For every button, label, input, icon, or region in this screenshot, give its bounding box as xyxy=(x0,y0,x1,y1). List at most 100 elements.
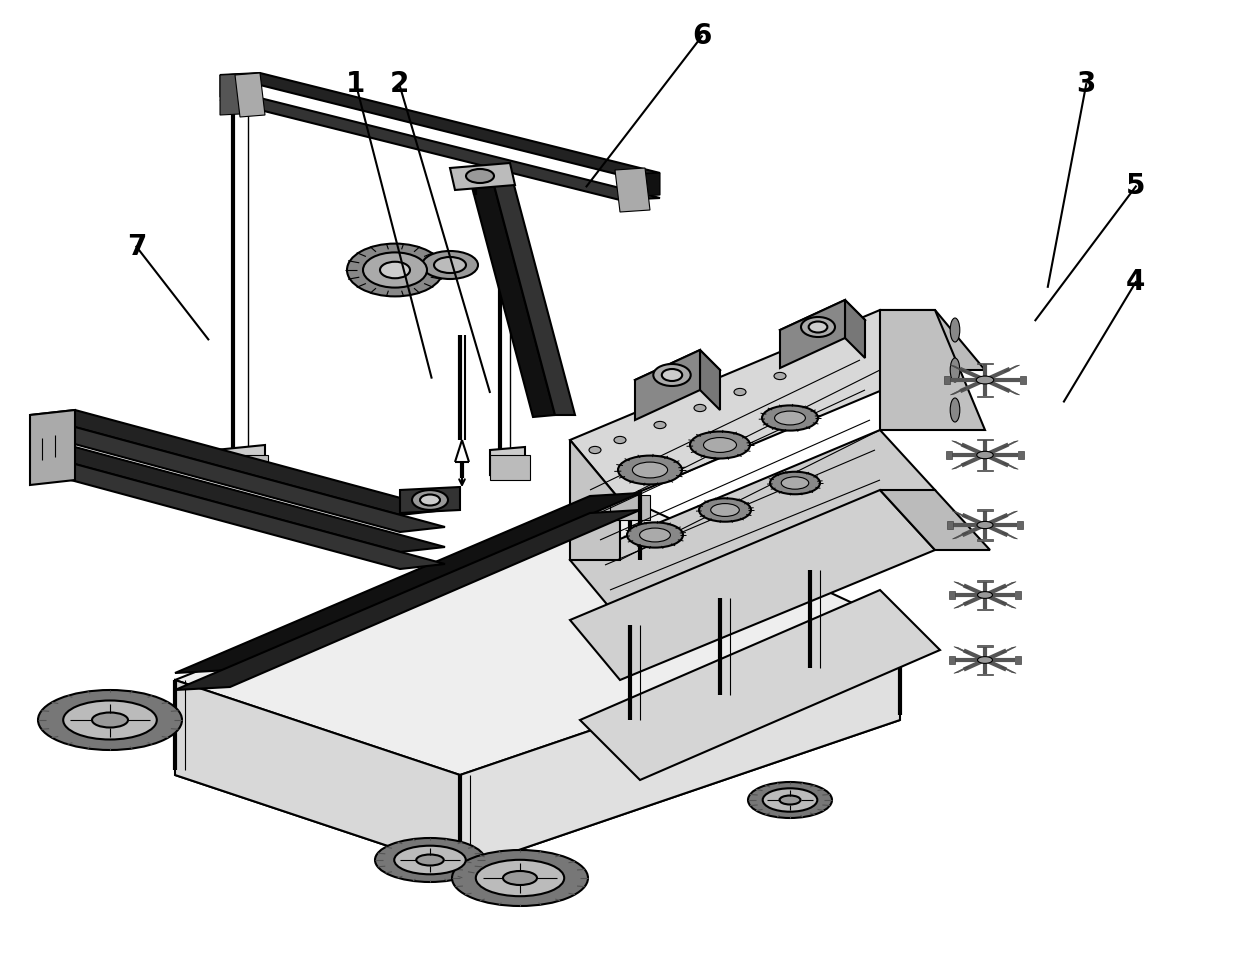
Polygon shape xyxy=(1004,365,1019,372)
Ellipse shape xyxy=(775,411,806,424)
Polygon shape xyxy=(236,73,265,117)
Ellipse shape xyxy=(763,789,817,812)
Ellipse shape xyxy=(976,376,993,384)
Ellipse shape xyxy=(434,257,466,273)
Polygon shape xyxy=(580,590,940,780)
Polygon shape xyxy=(1016,591,1021,599)
Polygon shape xyxy=(977,510,993,511)
Ellipse shape xyxy=(770,471,820,494)
Text: 2: 2 xyxy=(389,70,409,98)
Polygon shape xyxy=(215,445,265,475)
Ellipse shape xyxy=(92,712,128,728)
Polygon shape xyxy=(780,300,844,368)
Polygon shape xyxy=(175,590,900,870)
Ellipse shape xyxy=(977,451,993,459)
Polygon shape xyxy=(219,73,660,175)
Ellipse shape xyxy=(711,504,739,516)
Polygon shape xyxy=(952,441,967,447)
Polygon shape xyxy=(952,532,968,539)
Polygon shape xyxy=(1021,376,1025,384)
Ellipse shape xyxy=(453,850,588,906)
Polygon shape xyxy=(570,310,930,500)
Ellipse shape xyxy=(699,498,751,522)
Ellipse shape xyxy=(417,855,444,865)
Polygon shape xyxy=(490,447,525,475)
Polygon shape xyxy=(1004,388,1019,395)
Ellipse shape xyxy=(780,795,801,805)
Ellipse shape xyxy=(694,404,706,412)
Polygon shape xyxy=(977,609,993,610)
Ellipse shape xyxy=(950,318,960,342)
Text: 6: 6 xyxy=(692,22,712,51)
Polygon shape xyxy=(780,300,866,350)
Polygon shape xyxy=(954,601,970,608)
Polygon shape xyxy=(880,310,985,430)
Polygon shape xyxy=(30,427,445,532)
Ellipse shape xyxy=(394,846,466,875)
Ellipse shape xyxy=(614,436,626,444)
Polygon shape xyxy=(977,363,993,364)
Text: 4: 4 xyxy=(1126,268,1146,296)
Polygon shape xyxy=(1001,601,1016,608)
Polygon shape xyxy=(219,73,260,97)
Polygon shape xyxy=(570,430,935,620)
Polygon shape xyxy=(1016,656,1021,664)
Polygon shape xyxy=(1001,666,1016,673)
Polygon shape xyxy=(30,410,74,485)
Text: 5: 5 xyxy=(1126,172,1146,201)
Polygon shape xyxy=(635,350,701,420)
Ellipse shape xyxy=(763,405,818,430)
Polygon shape xyxy=(1018,451,1024,459)
Ellipse shape xyxy=(589,446,601,453)
Polygon shape xyxy=(1002,532,1018,539)
Polygon shape xyxy=(490,170,575,415)
Polygon shape xyxy=(1003,463,1018,469)
Polygon shape xyxy=(175,493,640,673)
Polygon shape xyxy=(635,350,720,400)
Polygon shape xyxy=(701,350,720,410)
Polygon shape xyxy=(175,680,460,870)
Polygon shape xyxy=(615,168,650,212)
Polygon shape xyxy=(30,464,445,569)
Ellipse shape xyxy=(38,690,182,750)
Polygon shape xyxy=(977,580,993,581)
Polygon shape xyxy=(219,98,660,200)
Polygon shape xyxy=(977,539,993,541)
Ellipse shape xyxy=(689,431,750,459)
Polygon shape xyxy=(950,388,966,395)
Polygon shape xyxy=(1001,581,1016,588)
Ellipse shape xyxy=(748,782,832,818)
Polygon shape xyxy=(977,396,993,397)
Polygon shape xyxy=(460,625,900,870)
Polygon shape xyxy=(30,410,445,515)
Polygon shape xyxy=(401,487,460,513)
Text: 3: 3 xyxy=(1076,70,1096,98)
Polygon shape xyxy=(228,455,268,480)
Ellipse shape xyxy=(627,522,683,548)
Polygon shape xyxy=(950,365,966,372)
Polygon shape xyxy=(610,495,650,520)
Polygon shape xyxy=(947,521,954,529)
Ellipse shape xyxy=(662,369,682,381)
Polygon shape xyxy=(954,581,970,588)
Ellipse shape xyxy=(977,521,993,529)
Ellipse shape xyxy=(422,251,477,279)
Polygon shape xyxy=(944,376,950,384)
Ellipse shape xyxy=(466,169,494,183)
Polygon shape xyxy=(977,645,993,646)
Polygon shape xyxy=(954,666,970,673)
Polygon shape xyxy=(949,591,955,599)
Polygon shape xyxy=(977,673,993,675)
Polygon shape xyxy=(490,455,529,480)
Ellipse shape xyxy=(63,701,156,740)
Ellipse shape xyxy=(734,388,746,396)
Polygon shape xyxy=(620,173,660,197)
Polygon shape xyxy=(1017,521,1023,529)
Polygon shape xyxy=(450,163,515,190)
Polygon shape xyxy=(1003,441,1018,447)
Polygon shape xyxy=(467,170,556,417)
Polygon shape xyxy=(219,73,260,115)
Polygon shape xyxy=(952,463,967,469)
Polygon shape xyxy=(880,490,990,550)
Text: 1: 1 xyxy=(346,70,366,98)
